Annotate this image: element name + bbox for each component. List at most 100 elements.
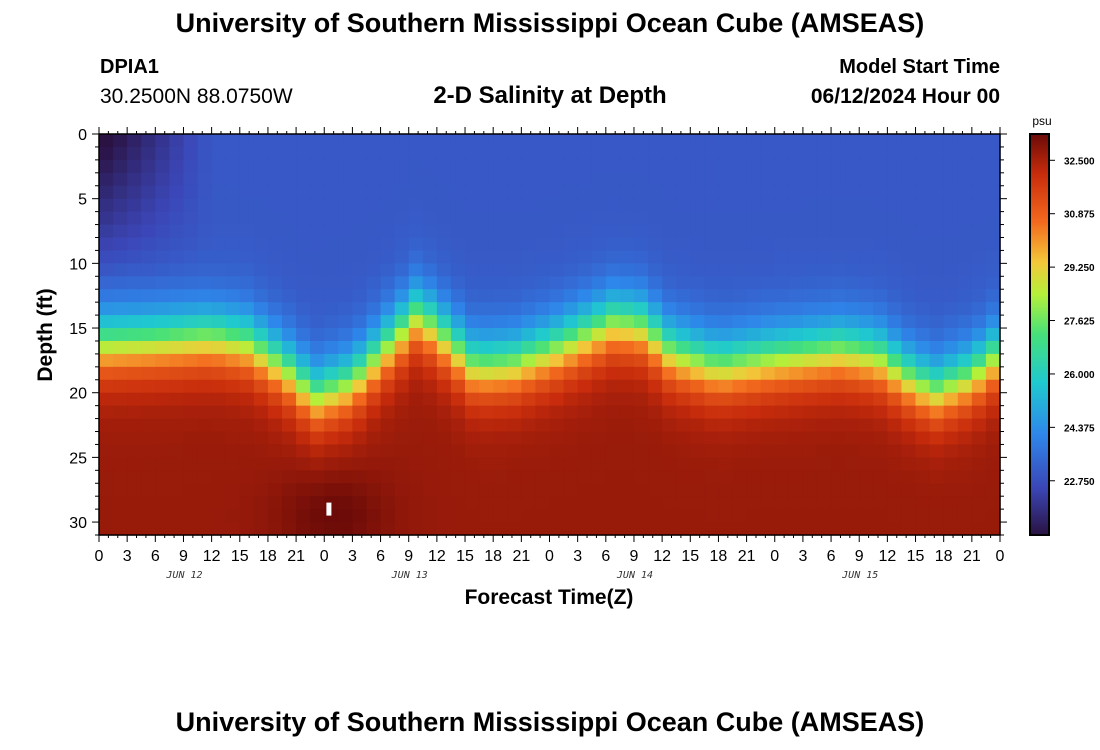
- y-tick-label: 0: [78, 127, 87, 144]
- heatmap-cell: [436, 366, 452, 381]
- x-tick-label: 21: [512, 548, 530, 565]
- heatmap-cell: [859, 392, 874, 407]
- heatmap-cell: [141, 146, 156, 161]
- heatmap-cell: [802, 263, 818, 277]
- heatmap-cell: [957, 483, 973, 497]
- heatmap-cell: [845, 211, 860, 226]
- heatmap-cell: [746, 405, 762, 420]
- heatmap-cell: [760, 353, 776, 368]
- heatmap-cell: [676, 237, 691, 252]
- heatmap-cell: [99, 134, 114, 148]
- heatmap-cell: [802, 353, 818, 368]
- heatmap-cell: [324, 237, 339, 252]
- heatmap-cell: [605, 328, 621, 342]
- heatmap-cell: [197, 250, 213, 264]
- heatmap-cell: [436, 185, 452, 200]
- heatmap-cell: [563, 172, 579, 187]
- heatmap-cell: [380, 315, 396, 329]
- heatmap-cell: [901, 289, 917, 303]
- heatmap-cell: [549, 198, 565, 213]
- heatmap-cell: [732, 405, 748, 420]
- heatmap-cell: [296, 198, 311, 213]
- heatmap-cell: [380, 211, 396, 226]
- heatmap-cell: [873, 250, 888, 264]
- heatmap-cell: [929, 340, 945, 355]
- heatmap-cell: [436, 328, 452, 342]
- heatmap-cell: [774, 315, 790, 329]
- heatmap-cell: [436, 198, 452, 213]
- heatmap-cell: [676, 418, 691, 433]
- heatmap-cell: [211, 379, 227, 394]
- heatmap-cell: [127, 250, 142, 264]
- heatmap-cell: [676, 250, 691, 264]
- heatmap-cell: [859, 302, 874, 316]
- heatmap-cell: [535, 134, 551, 148]
- heatmap-cell: [718, 496, 734, 510]
- heatmap-cell: [535, 211, 551, 226]
- heatmap-cell: [915, 159, 931, 174]
- heatmap-cell: [788, 353, 804, 368]
- heatmap-cell: [718, 509, 734, 523]
- heatmap-cell: [746, 315, 762, 329]
- heatmap-cell: [648, 405, 663, 420]
- heatmap-cell: [788, 444, 804, 458]
- heatmap-cell: [239, 237, 255, 252]
- heatmap-cell: [619, 418, 635, 433]
- heatmap-cell: [929, 302, 945, 316]
- heatmap-cell: [521, 418, 537, 433]
- heatmap-cell: [676, 470, 691, 484]
- heatmap-cell: [788, 496, 804, 510]
- heatmap-cell: [282, 392, 297, 407]
- heatmap-cell: [549, 172, 565, 187]
- heatmap-cell: [253, 250, 269, 264]
- heatmap-cell: [943, 134, 959, 148]
- heatmap-cell: [211, 315, 227, 329]
- heatmap-cell: [746, 185, 762, 200]
- heatmap-cell: [169, 146, 185, 161]
- heatmap-cell: [408, 315, 424, 329]
- heatmap-cell: [436, 224, 452, 239]
- heatmap-cell: [282, 470, 297, 484]
- heatmap-cell: [282, 302, 297, 316]
- heatmap-cell: [788, 340, 804, 355]
- heatmap-cell: [225, 483, 241, 497]
- y-tick-label: 15: [69, 321, 87, 338]
- heatmap-cell: [633, 405, 649, 420]
- heatmap-cell: [267, 509, 283, 523]
- x-tick-label: 15: [681, 548, 699, 565]
- heatmap-cell: [282, 405, 297, 420]
- heatmap-cell: [366, 522, 382, 536]
- heatmap-cell: [521, 250, 537, 264]
- heatmap-cell: [845, 392, 860, 407]
- heatmap-cell: [436, 276, 452, 290]
- heatmap-cell: [493, 405, 508, 420]
- heatmap-cell: [943, 224, 959, 239]
- heatmap-cell: [943, 172, 959, 187]
- heatmap-cell: [296, 250, 311, 264]
- colorbar-tick-label: 27.625: [1064, 317, 1095, 328]
- heatmap-cell: [338, 522, 354, 536]
- heatmap-cell: [338, 379, 354, 394]
- heatmap-cell: [563, 353, 579, 368]
- heatmap-cell: [788, 379, 804, 394]
- heatmap-cell: [619, 509, 635, 523]
- heatmap-cell: [225, 457, 241, 471]
- heatmap-cell: [324, 263, 339, 277]
- heatmap-cell: [155, 146, 170, 161]
- heatmap-cell: [563, 185, 579, 200]
- heatmap-cell: [887, 263, 903, 277]
- heatmap-cell: [225, 431, 241, 446]
- heatmap-cell: [648, 134, 663, 148]
- heatmap-cell: [971, 134, 987, 148]
- heatmap-cell: [915, 405, 931, 420]
- heatmap-cell: [591, 522, 607, 536]
- heatmap-cell: [985, 405, 1001, 420]
- heatmap-cell: [535, 392, 551, 407]
- heatmap-cell: [197, 276, 213, 290]
- heatmap-cell: [943, 392, 959, 407]
- heatmap-cell: [901, 340, 917, 355]
- heatmap-cell: [493, 159, 508, 174]
- heatmap-cell: [802, 276, 818, 290]
- heatmap-cell: [816, 496, 832, 510]
- heatmap-cell: [310, 522, 325, 536]
